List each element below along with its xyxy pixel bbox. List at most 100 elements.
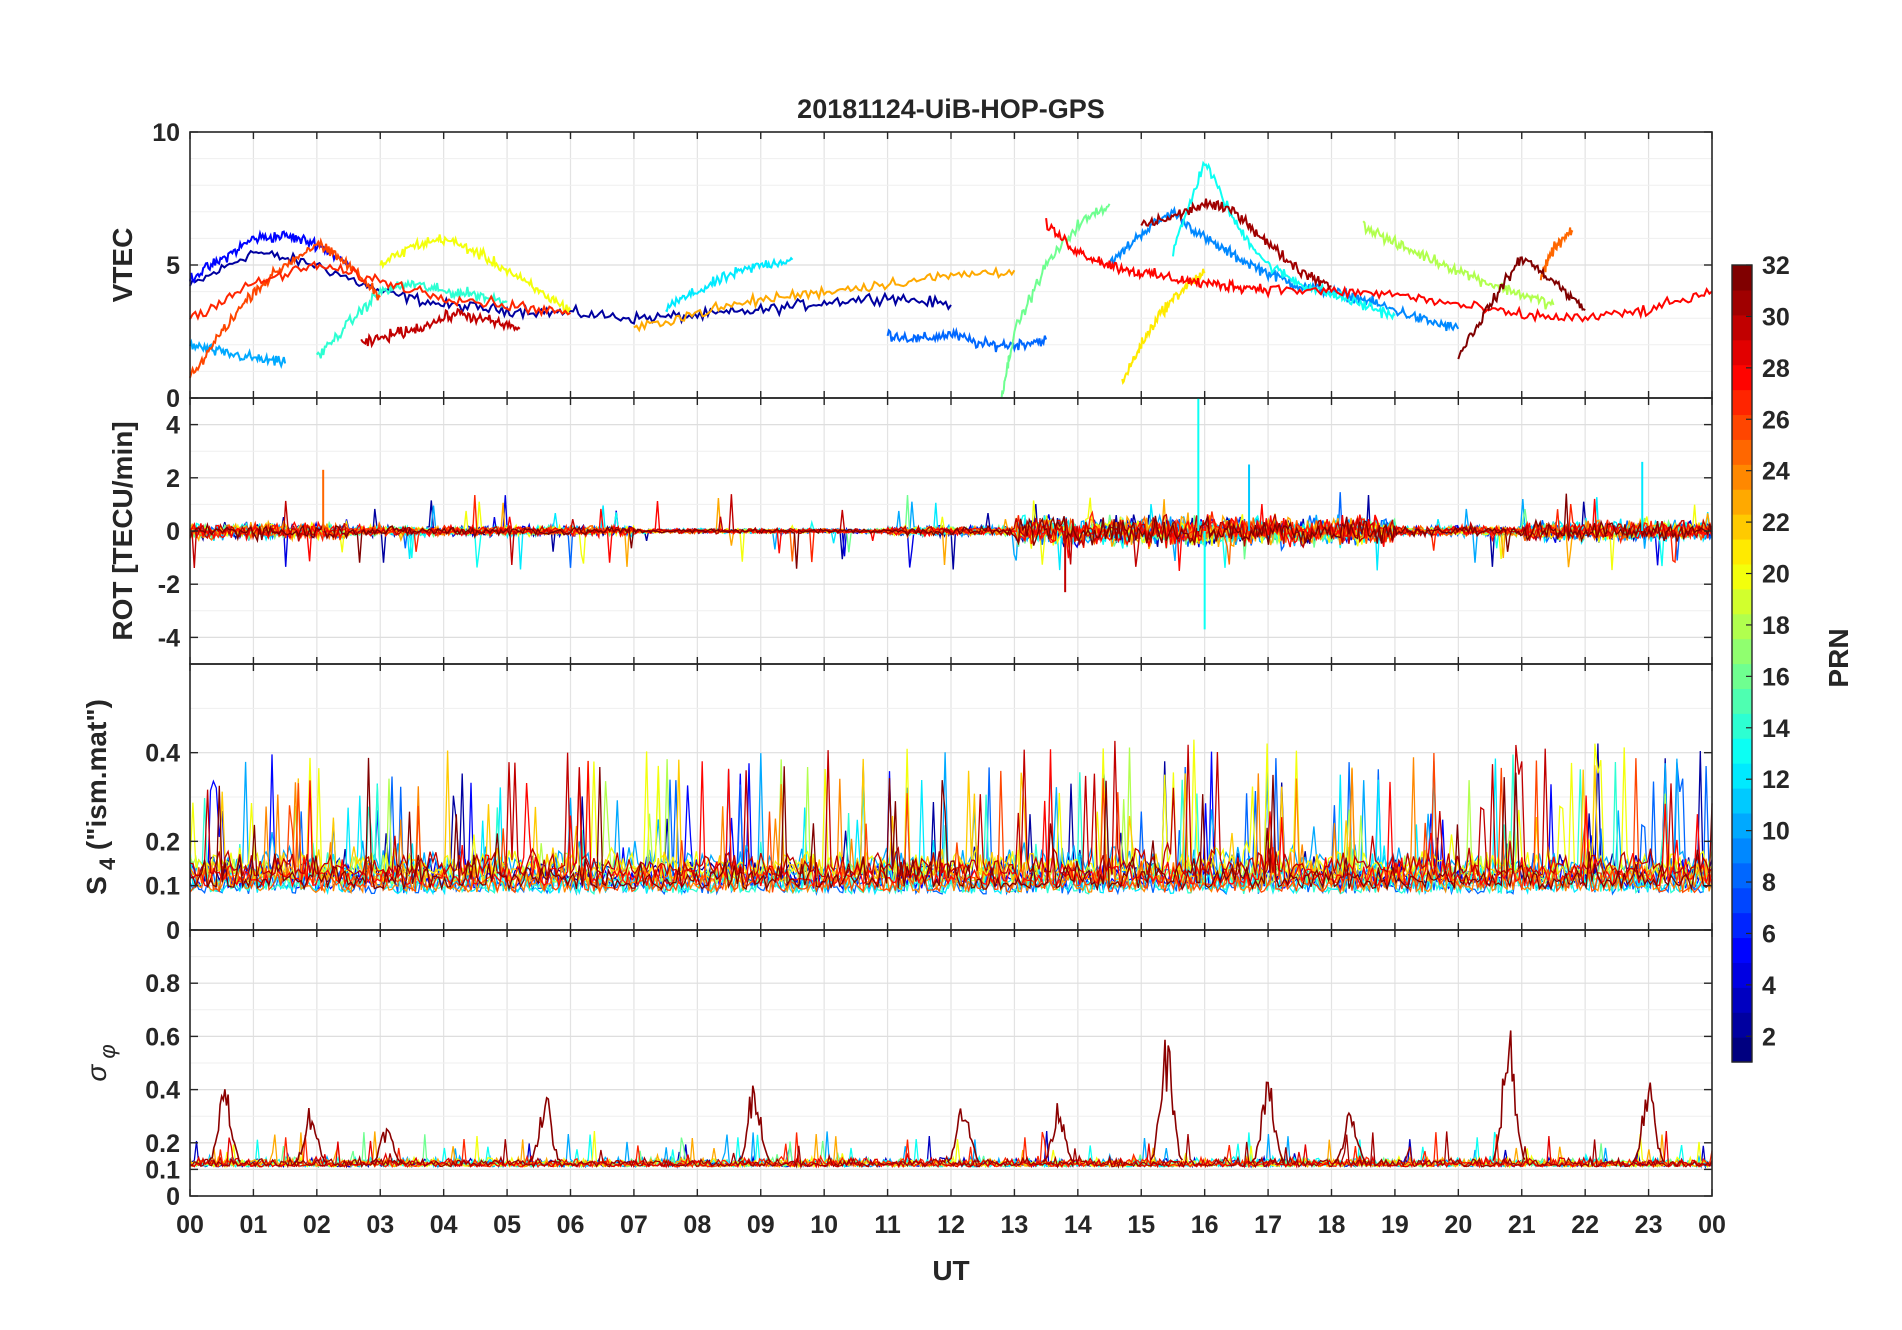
colorbar-swatch: [1732, 763, 1752, 789]
s4-series-line: [189, 740, 1713, 879]
x-tick-label: 19: [1381, 1211, 1409, 1239]
y-tick-label: 0.1: [145, 873, 180, 901]
colorbar-swatch: [1732, 663, 1752, 690]
colorbar-swatch: [1732, 389, 1752, 416]
x-tick-label: 00: [1698, 1211, 1726, 1239]
vtec-series-line: [665, 256, 794, 313]
colorbar-tick-label: 30: [1762, 303, 1790, 331]
vtec-series-line: [1045, 217, 1713, 324]
colorbar-swatch: [1732, 962, 1752, 988]
x-tick-label: 08: [683, 1211, 711, 1239]
y-tick-label: 0: [166, 518, 180, 546]
y-tick-label: 0.4: [145, 740, 180, 768]
x-tick-label: 22: [1571, 1211, 1599, 1239]
s4-series-line: [189, 754, 1713, 896]
colorbar-tick-label: 20: [1762, 561, 1790, 589]
sigma-peak: [737, 1085, 772, 1163]
rot-series-line: [189, 493, 1713, 569]
x-tick-label: 04: [430, 1211, 458, 1239]
colorbar-tick-label: 18: [1762, 612, 1790, 640]
x-tick-label: 02: [303, 1211, 331, 1239]
vtec-series-line: [1108, 205, 1460, 332]
panel-axes: [190, 929, 1712, 1197]
x-tick-label: 11: [874, 1211, 901, 1239]
colorbar-swatch: [1732, 464, 1752, 490]
x-tick-label: 23: [1635, 1211, 1663, 1239]
sigma-peak: [1150, 1039, 1184, 1161]
x-tick-label: 07: [620, 1211, 648, 1239]
colorbar-swatch: [1732, 514, 1752, 540]
x-tick-label: 14: [1064, 1211, 1092, 1239]
colorbar-swatch: [1732, 738, 1752, 764]
colorbar-tick-label: 26: [1762, 406, 1790, 434]
y-tick-label: 0.8: [145, 970, 180, 998]
y-label-sub: φ: [95, 1044, 120, 1064]
s4-series-line: [189, 757, 1713, 892]
vtec-series-line: [189, 249, 952, 325]
sigma-peak: [370, 1127, 403, 1164]
colorbar-swatch: [1732, 862, 1752, 889]
vtec-series-line: [189, 338, 287, 370]
vtec-series-line: [379, 234, 572, 314]
x-tick-label: 09: [747, 1211, 775, 1239]
colorbar-tick-label: 4: [1762, 972, 1776, 1000]
colorbar-swatch: [1732, 638, 1752, 665]
vtec-series-line: [1000, 203, 1111, 398]
colorbar-tick-label: 14: [1762, 715, 1790, 743]
sigma-series-line: [189, 1131, 1713, 1169]
vtec-series-line: [360, 307, 521, 349]
colorbar-tick-label: 2: [1762, 1023, 1776, 1051]
sigma-series-line: [189, 1131, 1713, 1169]
y-tick-label: 0.2: [145, 828, 180, 856]
colorbar-tick-label: 6: [1762, 920, 1776, 948]
colorbar-swatch: [1732, 812, 1752, 839]
y-tick-label: 0.6: [145, 1023, 180, 1051]
vtec-series-line: [315, 278, 508, 359]
colorbar-tick-label: 24: [1762, 458, 1790, 486]
x-tick-label: 01: [240, 1211, 268, 1239]
vtec-series-line: [1457, 256, 1586, 360]
vtec-series-line: [1539, 227, 1574, 281]
y-tick-label: 5: [166, 252, 180, 280]
colorbar-swatch: [1732, 339, 1752, 366]
x-tick-label: 06: [557, 1211, 585, 1239]
x-tick-label: 20: [1444, 1211, 1472, 1239]
colorbar-tick-label: 16: [1762, 663, 1790, 691]
x-axis-label: UT: [932, 1255, 969, 1286]
colorbar-swatch: [1732, 837, 1752, 864]
colorbar-label: PRN: [1823, 628, 1854, 687]
colorbar-swatch: [1732, 414, 1752, 440]
vtec-series-line: [1362, 220, 1555, 310]
x-tick-label: 21: [1508, 1211, 1536, 1239]
colorbar-swatch: [1732, 713, 1752, 739]
y-tick-label: 0.1: [145, 1156, 180, 1184]
sigma-peak: [1632, 1082, 1665, 1163]
colorbar-swatch: [1732, 912, 1752, 939]
sigma-peak: [1251, 1081, 1285, 1162]
vtec-series-line: [1121, 268, 1206, 385]
y-tick-label: 4: [166, 412, 180, 440]
x-tick-label: 03: [366, 1211, 394, 1239]
x-tick-label: 00: [176, 1211, 204, 1239]
colorbar-swatch: [1732, 588, 1752, 615]
y-label-rest: ("ism.mat"): [81, 699, 112, 858]
x-tick-label: 18: [1318, 1211, 1346, 1239]
x-tick-label: 17: [1254, 1211, 1282, 1239]
x-tick-label: 15: [1127, 1211, 1155, 1239]
sigma-peak: [947, 1108, 981, 1163]
figure-title: 20181124-UiB-HOP-GPS: [797, 94, 1105, 124]
colorbar-swatch: [1732, 688, 1752, 714]
colorbar-swatch: [1732, 563, 1752, 590]
colorbar-swatch: [1732, 987, 1752, 1013]
colorbar-swatch: [1732, 538, 1752, 565]
y-tick-label: 0.2: [145, 1130, 180, 1158]
y-label-main: σ: [81, 1064, 112, 1082]
y-tick-label: 0: [166, 385, 180, 413]
colorbar-swatch: [1732, 788, 1752, 814]
colorbar-tick-label: 28: [1762, 355, 1790, 383]
panel-sigma_phi: [189, 929, 1713, 1197]
y-tick-label: 2: [166, 465, 180, 493]
x-tick-label: 16: [1191, 1211, 1219, 1239]
y-tick-label: 0: [166, 1183, 180, 1211]
